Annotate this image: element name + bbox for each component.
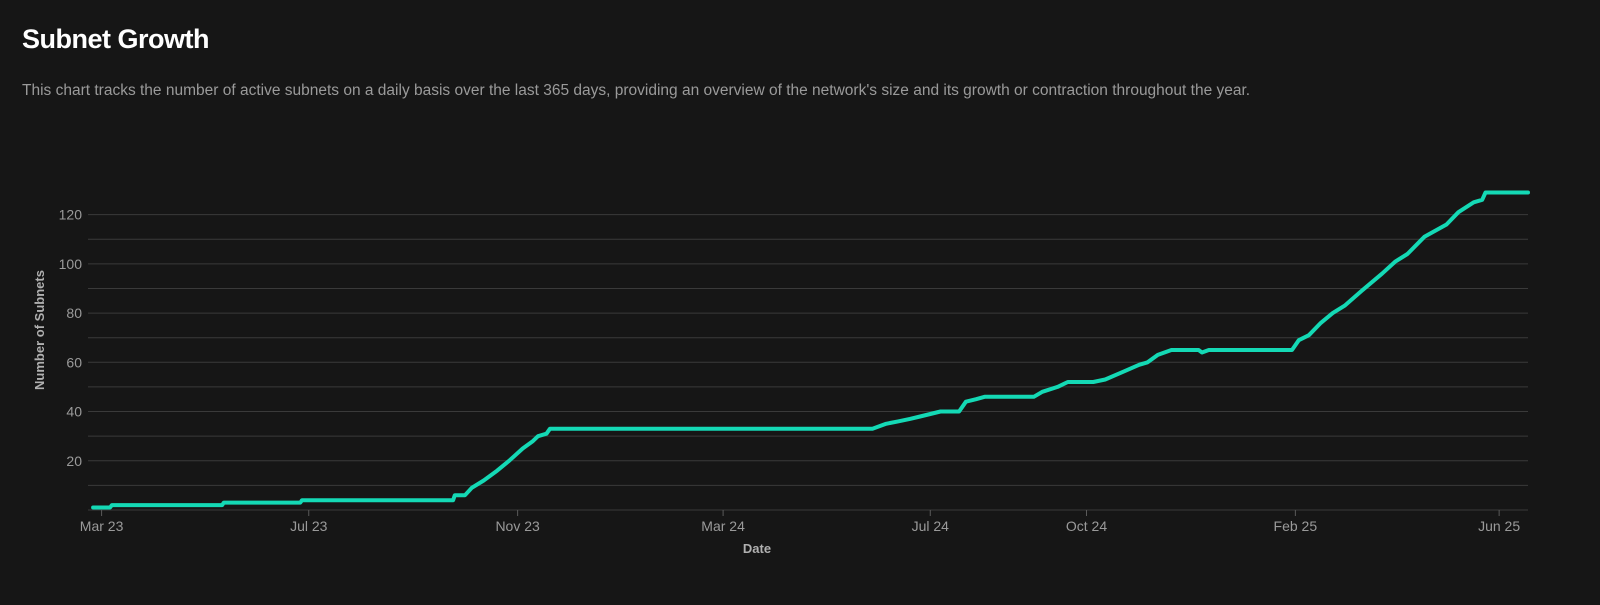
y-tick-label: 20	[66, 453, 82, 469]
y-axis-ticks: 20 40 60 80 100 120	[59, 207, 83, 469]
x-tick-label: Mar 24	[701, 518, 745, 534]
y-axis-title: Number of Subnets	[32, 270, 47, 390]
y-tick-label: 100	[59, 256, 83, 272]
y-tick-label: 120	[59, 207, 83, 223]
chart-description: This chart tracks the number of active s…	[22, 82, 1251, 99]
x-tick-label: Jul 24	[912, 518, 950, 534]
x-axis-title: Date	[743, 541, 771, 556]
x-tick-label: Nov 23	[495, 518, 540, 534]
x-axis-ticks: Mar 23 Jul 23 Nov 23 Mar 24 Jul 24 Oct 24 Feb …	[80, 510, 1520, 534]
x-tick-label: Jun 25	[1478, 518, 1520, 534]
series-layer	[91, 190, 1530, 510]
x-tick-label: Mar 23	[80, 518, 124, 534]
series-line	[91, 190, 1530, 510]
gridlines	[88, 214, 1528, 511]
chart-title: Subnet Growth	[22, 24, 209, 54]
x-tick-label: Oct 24	[1066, 518, 1107, 534]
x-tick-label: Jul 23	[290, 518, 328, 534]
y-tick-label: 80	[66, 305, 82, 321]
y-tick-label: 60	[66, 354, 82, 370]
x-tick-label: Feb 25	[1274, 518, 1318, 534]
y-tick-label: 40	[66, 404, 82, 420]
